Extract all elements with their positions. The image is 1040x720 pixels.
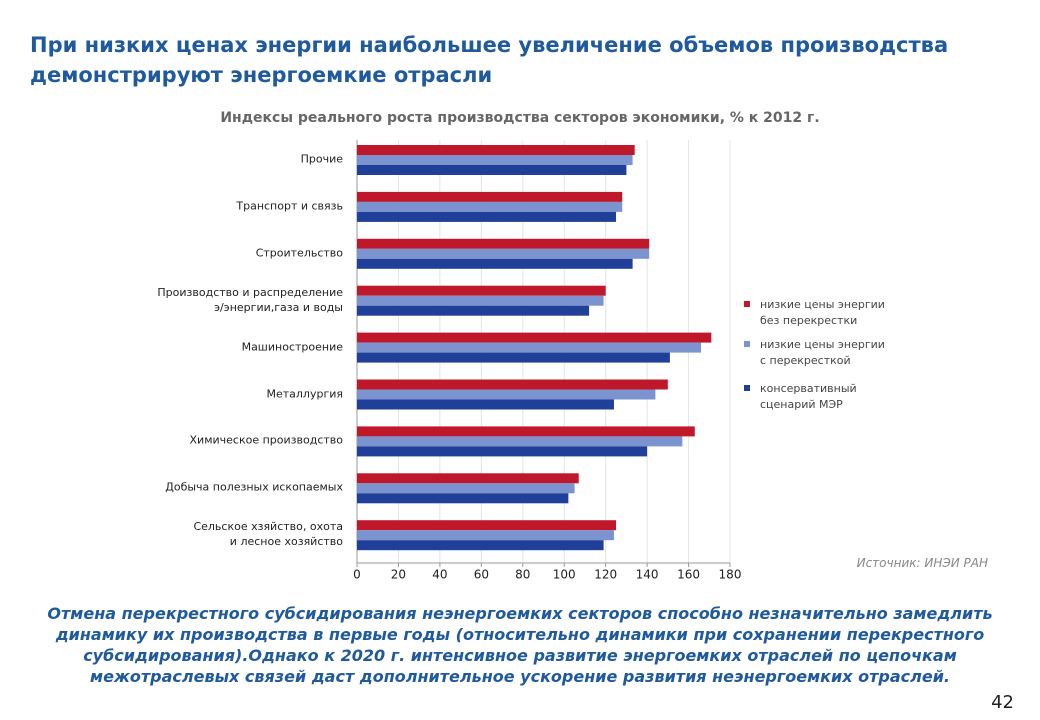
bar: [357, 332, 712, 343]
chart-title: Индексы реального роста производства сек…: [220, 110, 820, 126]
x-tick-label: 0: [353, 568, 361, 582]
y-tick-label: Строительство: [255, 246, 343, 260]
y-tick-label: Транспорт и связь: [236, 199, 343, 213]
y-tick-label: Химическое производство: [189, 433, 343, 447]
note: Отмена перекрестного субсидирования неэн…: [47, 604, 993, 686]
bar: [357, 238, 650, 249]
bar: [357, 165, 627, 175]
legend-label: консервативный сценарий МЭР: [760, 382, 857, 411]
y-tick-label: Прочие: [300, 152, 343, 166]
y-tick-label: Сельское хзяйство, охота и лесное хозяйс…: [193, 520, 343, 549]
bar: [357, 436, 683, 447]
source: Источник: ИНЭИ РАН: [856, 556, 988, 570]
bar: [357, 248, 650, 259]
bar: [357, 285, 606, 296]
y-tick-label: Металлургия: [266, 387, 343, 400]
bar: [357, 145, 635, 155]
bar: [357, 211, 617, 222]
bar: [357, 483, 575, 494]
legend-marker: [744, 385, 750, 391]
bar: [357, 258, 633, 269]
bar: [357, 493, 569, 504]
bar: [357, 201, 623, 212]
x-tick-label: 160: [677, 568, 700, 582]
y-tick-label: Производство и распределение э/энергии,г…: [157, 285, 343, 314]
bar: [357, 295, 604, 306]
x-tick-label: 60: [474, 568, 489, 582]
bar: [357, 305, 590, 316]
bar: [357, 426, 695, 437]
legend-label: низкие цены энергии без перекрестки: [760, 298, 885, 327]
bar: [357, 379, 668, 390]
x-tick-label: 100: [553, 568, 576, 582]
bar: [357, 446, 648, 457]
bar: [357, 520, 617, 531]
bar: [357, 530, 614, 541]
bar: [357, 473, 579, 484]
x-tick-label: 120: [594, 568, 617, 582]
bar: [357, 540, 604, 551]
bar: [357, 399, 614, 410]
x-tick-label: 20: [391, 568, 406, 582]
bar: [357, 342, 701, 353]
x-tick-label: 80: [515, 568, 530, 582]
x-tick-label: 140: [636, 568, 659, 582]
x-tick-label: 180: [719, 568, 742, 582]
bar: [357, 352, 670, 363]
bar: [357, 155, 633, 165]
slide-title: При низких ценах энергии наибольшее увел…: [30, 33, 949, 87]
bar: [357, 389, 656, 400]
legend-marker: [744, 341, 750, 347]
bar: [357, 191, 623, 202]
page-number: 42: [991, 692, 1014, 713]
y-tick-label: Добыча полезных ископаемых: [165, 480, 343, 494]
legend-marker: [744, 301, 750, 307]
y-tick-label: Машиностроение: [241, 340, 343, 354]
x-tick-label: 40: [432, 568, 447, 582]
legend-label: низкие цены энергии с перекресткой: [760, 338, 885, 367]
